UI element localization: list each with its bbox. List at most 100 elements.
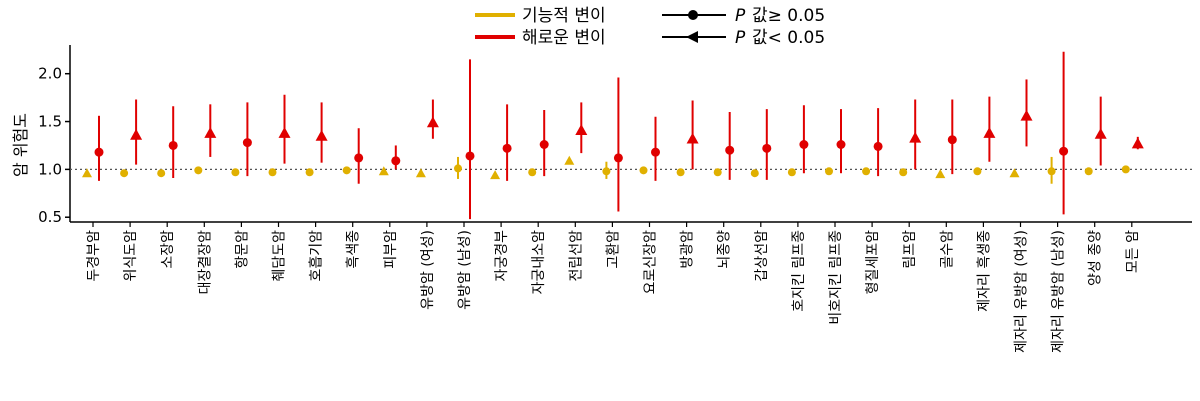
category-label: 림프암	[902, 230, 918, 269]
legend-p-lt-label: 값< 0.05	[752, 28, 825, 48]
harmful-point-significant	[909, 131, 922, 143]
category-label: 대장결장암	[197, 230, 213, 295]
category-label: 호지킨 림프종	[791, 230, 807, 312]
category-label: 제자리 유방암 (여성)	[1014, 230, 1030, 353]
functional-point	[973, 167, 982, 176]
harmful-point-significant	[686, 132, 699, 144]
legend-p-ge-label: 값≥ 0.05	[752, 6, 825, 26]
legend-harmful-label: 해로운 변이	[522, 28, 606, 48]
category-label: 제자리 유방암 (남성)	[1051, 230, 1067, 353]
category-label: 유방암 (남성)	[457, 230, 473, 310]
legend-triangle-marker	[686, 31, 698, 43]
functional-point	[862, 167, 871, 176]
harmful-point	[391, 156, 401, 166]
category-label: 유방암 (여성)	[420, 230, 436, 310]
functional-point	[602, 167, 611, 176]
harmful-point	[873, 141, 883, 151]
y-axis-title: 암 위험도	[11, 113, 30, 177]
harmful-point	[354, 153, 364, 163]
functional-point	[454, 164, 462, 173]
category-label: 항문암	[234, 230, 250, 269]
functional-point-significant	[415, 168, 426, 178]
functional-point	[639, 166, 648, 175]
harmful-point	[502, 143, 512, 153]
harmful-point	[947, 135, 957, 145]
functional-point	[231, 168, 240, 177]
category-label: 형질세포암	[865, 230, 881, 295]
functional-point-significant	[378, 166, 389, 176]
category-label: 피부암	[383, 230, 399, 269]
category-label: 골수암	[939, 230, 955, 269]
legend: 기능적 변이 해로운 변이 P 값≥ 0.05 P 값< 0.05	[475, 6, 825, 48]
harmful-point	[1059, 146, 1069, 156]
harmful-point	[465, 151, 475, 161]
harmful-point-significant	[1131, 137, 1144, 149]
functional-point	[1047, 167, 1056, 176]
functional-point	[750, 169, 759, 178]
category-label: 위식도암	[123, 230, 139, 282]
legend-functional-label: 기능적 변이	[522, 6, 606, 26]
y-tick-label: 1.0	[38, 160, 62, 178]
harmful-point-significant	[1020, 109, 1033, 121]
harmful-point	[651, 147, 660, 157]
harmful-point-significant	[130, 128, 143, 140]
plot-area: 0.5 1.0 1.5 2.0 두경부암 위식도암 소장암 대장결장암 항문암 췌담도암 호흡기암 흑…	[38, 45, 1192, 353]
category-label: 비호지킨 림프종	[828, 230, 844, 325]
harmful-point	[94, 147, 104, 157]
functional-point	[676, 168, 685, 177]
functional-point	[1084, 167, 1093, 176]
functional-point-significant	[564, 155, 575, 165]
harmful-point	[725, 145, 735, 155]
harmful-point-significant	[315, 129, 328, 141]
functional-point	[194, 166, 203, 175]
legend-p-symbol-2: P	[735, 28, 746, 48]
legend-circle-marker	[688, 10, 698, 20]
category-label: 호흡기암	[309, 230, 325, 282]
y-tick-label: 2.0	[38, 65, 62, 83]
harmful-point	[242, 138, 252, 148]
category-label: 자궁내소암	[531, 230, 547, 295]
category-label: 갑상선암	[754, 230, 770, 282]
harmful-point-significant	[278, 127, 291, 138]
functional-point	[528, 168, 537, 177]
functional-point-significant	[82, 168, 92, 178]
harmful-point	[836, 140, 846, 150]
category-label: 고환암	[605, 230, 621, 269]
harmful-point	[539, 140, 549, 150]
legend-p-symbol-1: P	[735, 6, 746, 26]
harmful-point	[613, 153, 623, 163]
category-label: 뇌종양	[717, 230, 733, 269]
functional-point-significant	[490, 170, 501, 180]
functional-point	[1121, 165, 1130, 174]
harmful-point-significant	[204, 127, 217, 138]
category-label: 모든 암	[1125, 230, 1141, 273]
category-label: 자궁경부	[494, 230, 510, 282]
harmful-point-significant	[1094, 127, 1107, 139]
harmful-point	[799, 140, 809, 150]
category-label: 전립선암	[568, 230, 584, 282]
category-label: 췌담도암	[272, 230, 288, 282]
y-tick-label: 0.5	[38, 208, 62, 226]
category-label: 소장암	[160, 230, 176, 269]
functional-point	[157, 169, 166, 178]
harmful-point-significant	[983, 127, 996, 138]
functional-point-significant	[935, 169, 946, 179]
category-label: 흑색종	[345, 230, 362, 269]
functional-point	[899, 168, 908, 177]
harmful-point-significant	[575, 124, 588, 135]
category-label: 양성 종양	[1088, 230, 1104, 286]
functional-point	[825, 167, 833, 176]
category-label: 방광암	[680, 230, 696, 269]
harmful-point-significant	[426, 116, 439, 128]
functional-point	[120, 169, 129, 178]
y-tick-label: 1.5	[38, 113, 62, 131]
category-label: 요로신장암	[643, 230, 659, 295]
functional-point	[305, 168, 314, 177]
functional-point	[342, 166, 351, 175]
harmful-point	[168, 140, 178, 150]
functional-point	[787, 168, 796, 177]
functional-point-significant	[1009, 168, 1020, 178]
category-label: 제자리 흑생종	[975, 230, 992, 312]
harmful-point	[762, 143, 772, 153]
